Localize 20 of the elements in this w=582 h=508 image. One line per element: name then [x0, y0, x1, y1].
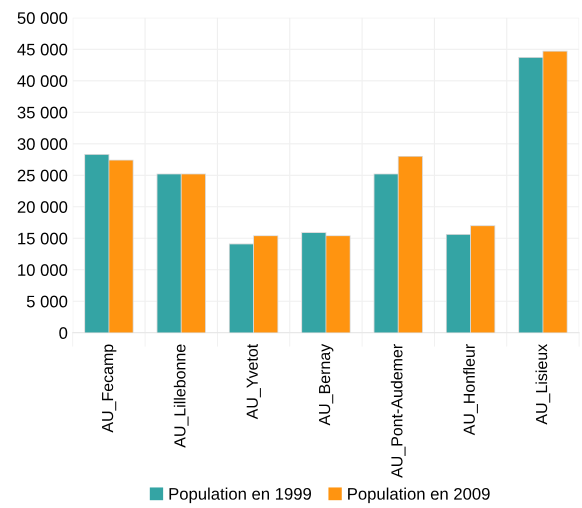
y-tick-label: 50 000	[18, 12, 68, 24]
y-tick-label: 30 000	[18, 138, 68, 150]
x-tick-label: AU_Lillebonne	[174, 344, 189, 448]
y-tick-label: 45 000	[17, 44, 68, 56]
legend-label: Population en 2009	[348, 488, 490, 504]
y-tick-label: 40 000	[17, 75, 68, 87]
x-tick-label: AU_Pont-Audemer	[390, 344, 406, 478]
y-tick-label: 15 000	[18, 232, 68, 244]
x-tick-label: AU_Bernay	[319, 344, 334, 426]
x-tick-label: AU_Lisieux	[535, 344, 550, 425]
y-tick-label: 5 000	[26, 296, 68, 308]
x-tick-label: AU_Honfleur	[463, 344, 478, 436]
y-tick-label: 0	[59, 327, 68, 339]
x-tick-label: AU_Yvetot	[246, 344, 261, 420]
x-tick-label: AU_Fecamp	[102, 344, 116, 433]
y-tick-label: 10 000	[18, 264, 68, 276]
y-tick-label: 35 000	[18, 106, 68, 118]
y-tick-label: 25 000	[18, 170, 68, 182]
y-tick-label: 20 000	[18, 201, 68, 213]
legend-label: Population en 1999	[170, 488, 311, 504]
